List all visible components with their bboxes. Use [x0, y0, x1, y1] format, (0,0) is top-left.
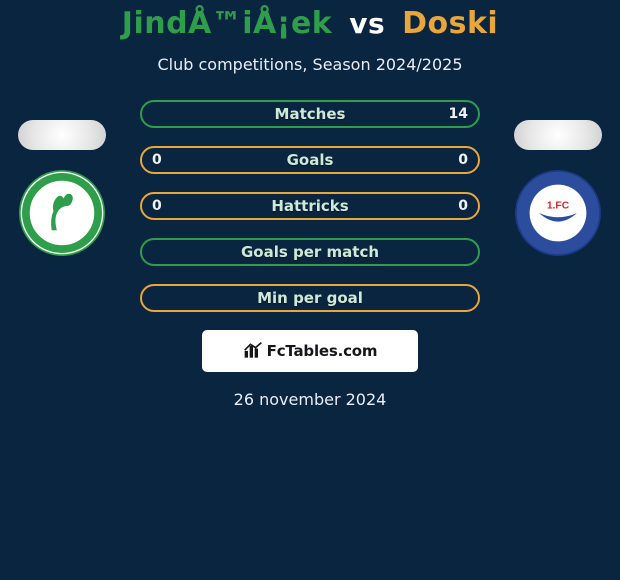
club-b-logo-svg: 1.FC: [515, 170, 601, 256]
title-player-b: Doski: [402, 6, 498, 41]
stat-label: Goals: [287, 153, 334, 168]
page-title: JindÅ™iÅ¡ek vs Doski: [0, 0, 620, 41]
subtitle: Club competitions, Season 2024/2025: [0, 55, 620, 74]
stat-pill-mpg: Min per goal: [140, 284, 480, 312]
stat-row: 0 Goals 0: [140, 146, 480, 174]
stat-pill-hattricks: 0 Hattricks 0: [140, 192, 480, 220]
title-vs: vs: [343, 7, 391, 40]
bars-icon: [243, 341, 263, 361]
club-a-logo-svg: [19, 170, 105, 256]
stat-pill-matches: Matches 14: [140, 100, 480, 128]
source-box: FcTables.com: [202, 330, 418, 372]
stat-left-value: 0: [152, 152, 162, 168]
stat-row: 0 Hattricks 0: [140, 192, 480, 220]
stat-pill-goals: 0 Goals 0: [140, 146, 480, 174]
stat-row: Matches 14: [140, 100, 480, 128]
club-a-column: [18, 120, 106, 256]
club-b-innertext-1: 1.FC: [547, 201, 570, 212]
stat-row: Min per goal: [140, 284, 480, 312]
stat-left-value: 0: [152, 198, 162, 214]
player-b-photo: [514, 120, 602, 150]
stat-pill-gpm: Goals per match: [140, 238, 480, 266]
stat-label: Matches: [275, 107, 346, 122]
source-text: FcTables.com: [267, 342, 378, 360]
stat-label: Hattricks: [271, 199, 348, 214]
stat-right-value: 0: [458, 152, 468, 168]
stat-label: Min per goal: [257, 291, 363, 306]
date-text: 26 november 2024: [0, 390, 620, 409]
title-player-a: JindÅ™iÅ¡ek: [122, 6, 332, 41]
stat-right-value: 0: [458, 198, 468, 214]
stat-right-value: 14: [449, 106, 468, 122]
player-a-photo: [18, 120, 106, 150]
club-b-column: 1.FC: [514, 120, 602, 256]
club-a-logo: [19, 170, 105, 256]
stat-label: Goals per match: [241, 245, 379, 260]
club-b-logo: 1.FC: [515, 170, 601, 256]
stat-row: Goals per match: [140, 238, 480, 266]
infographic-root: JindÅ™iÅ¡ek vs Doski Club competitions, …: [0, 0, 620, 580]
